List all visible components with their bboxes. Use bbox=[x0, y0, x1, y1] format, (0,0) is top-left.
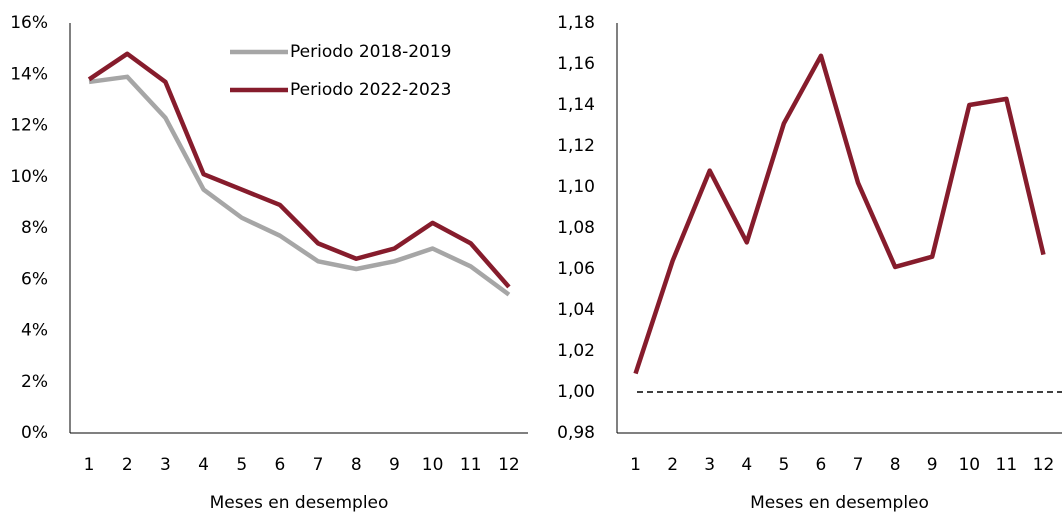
x-tick-label: 4 bbox=[741, 455, 752, 475]
x-tick-label: 11 bbox=[996, 455, 1018, 475]
x-tick-label: 7 bbox=[853, 455, 864, 475]
y-tick-label: 1,06 bbox=[557, 259, 595, 279]
x-tick-label: 10 bbox=[422, 455, 444, 475]
y-tick-label: 1,08 bbox=[557, 218, 595, 238]
y-tick-label: 1,18 bbox=[557, 13, 595, 33]
series-line bbox=[88, 74, 511, 297]
x-tick-label: 3 bbox=[704, 455, 715, 475]
x-tick-label: 1 bbox=[630, 455, 641, 475]
x-tick-label: 7 bbox=[313, 455, 324, 475]
x-tick-label: 1 bbox=[84, 455, 95, 475]
y-tick-label: 6% bbox=[21, 269, 48, 289]
y-tick-label: 4% bbox=[21, 321, 48, 341]
x-axis-title: Meses en desempleo bbox=[750, 493, 929, 513]
x-tick-label: 5 bbox=[236, 455, 247, 475]
y-tick-label: 1,04 bbox=[557, 300, 595, 320]
y-tick-label: 1,00 bbox=[557, 382, 595, 402]
y-tick-label: 1,16 bbox=[557, 54, 595, 74]
x-tick-label: 9 bbox=[927, 455, 938, 475]
y-tick-label: 12% bbox=[10, 116, 48, 136]
x-tick-label: 4 bbox=[198, 455, 209, 475]
y-tick-label: 0,98 bbox=[557, 423, 595, 443]
x-tick-label: 12 bbox=[1033, 455, 1055, 475]
legend-label: Periodo 2018-2019 bbox=[290, 42, 451, 62]
x-tick-label: 11 bbox=[460, 455, 482, 475]
x-tick-label: 3 bbox=[160, 455, 171, 475]
x-tick-label: 10 bbox=[958, 455, 980, 475]
y-tick-label: 1,12 bbox=[557, 136, 595, 156]
x-tick-label: 9 bbox=[389, 455, 400, 475]
x-tick-label: 6 bbox=[816, 455, 827, 475]
x-tick-label: 5 bbox=[778, 455, 789, 475]
x-tick-label: 2 bbox=[667, 455, 678, 475]
x-tick-label: 12 bbox=[498, 455, 520, 475]
y-tick-label: 2% bbox=[21, 372, 48, 392]
y-tick-label: 16% bbox=[10, 13, 48, 33]
y-tick-label: 8% bbox=[21, 218, 48, 238]
x-tick-label: 8 bbox=[890, 455, 901, 475]
legend-label: Periodo 2022-2023 bbox=[290, 80, 451, 100]
x-tick-label: 2 bbox=[122, 455, 133, 475]
y-tick-label: 1,14 bbox=[557, 95, 595, 115]
y-tick-label: 1,10 bbox=[557, 177, 595, 197]
y-tick-label: 1,02 bbox=[557, 341, 595, 361]
x-tick-label: 8 bbox=[351, 455, 362, 475]
series-line bbox=[87, 51, 511, 289]
y-tick-label: 0% bbox=[21, 423, 48, 443]
x-tick-label: 6 bbox=[275, 455, 286, 475]
series-line bbox=[633, 53, 1046, 375]
y-tick-label: 10% bbox=[10, 167, 48, 187]
x-axis-title: Meses en desempleo bbox=[210, 493, 389, 513]
y-tick-label: 14% bbox=[10, 64, 48, 84]
